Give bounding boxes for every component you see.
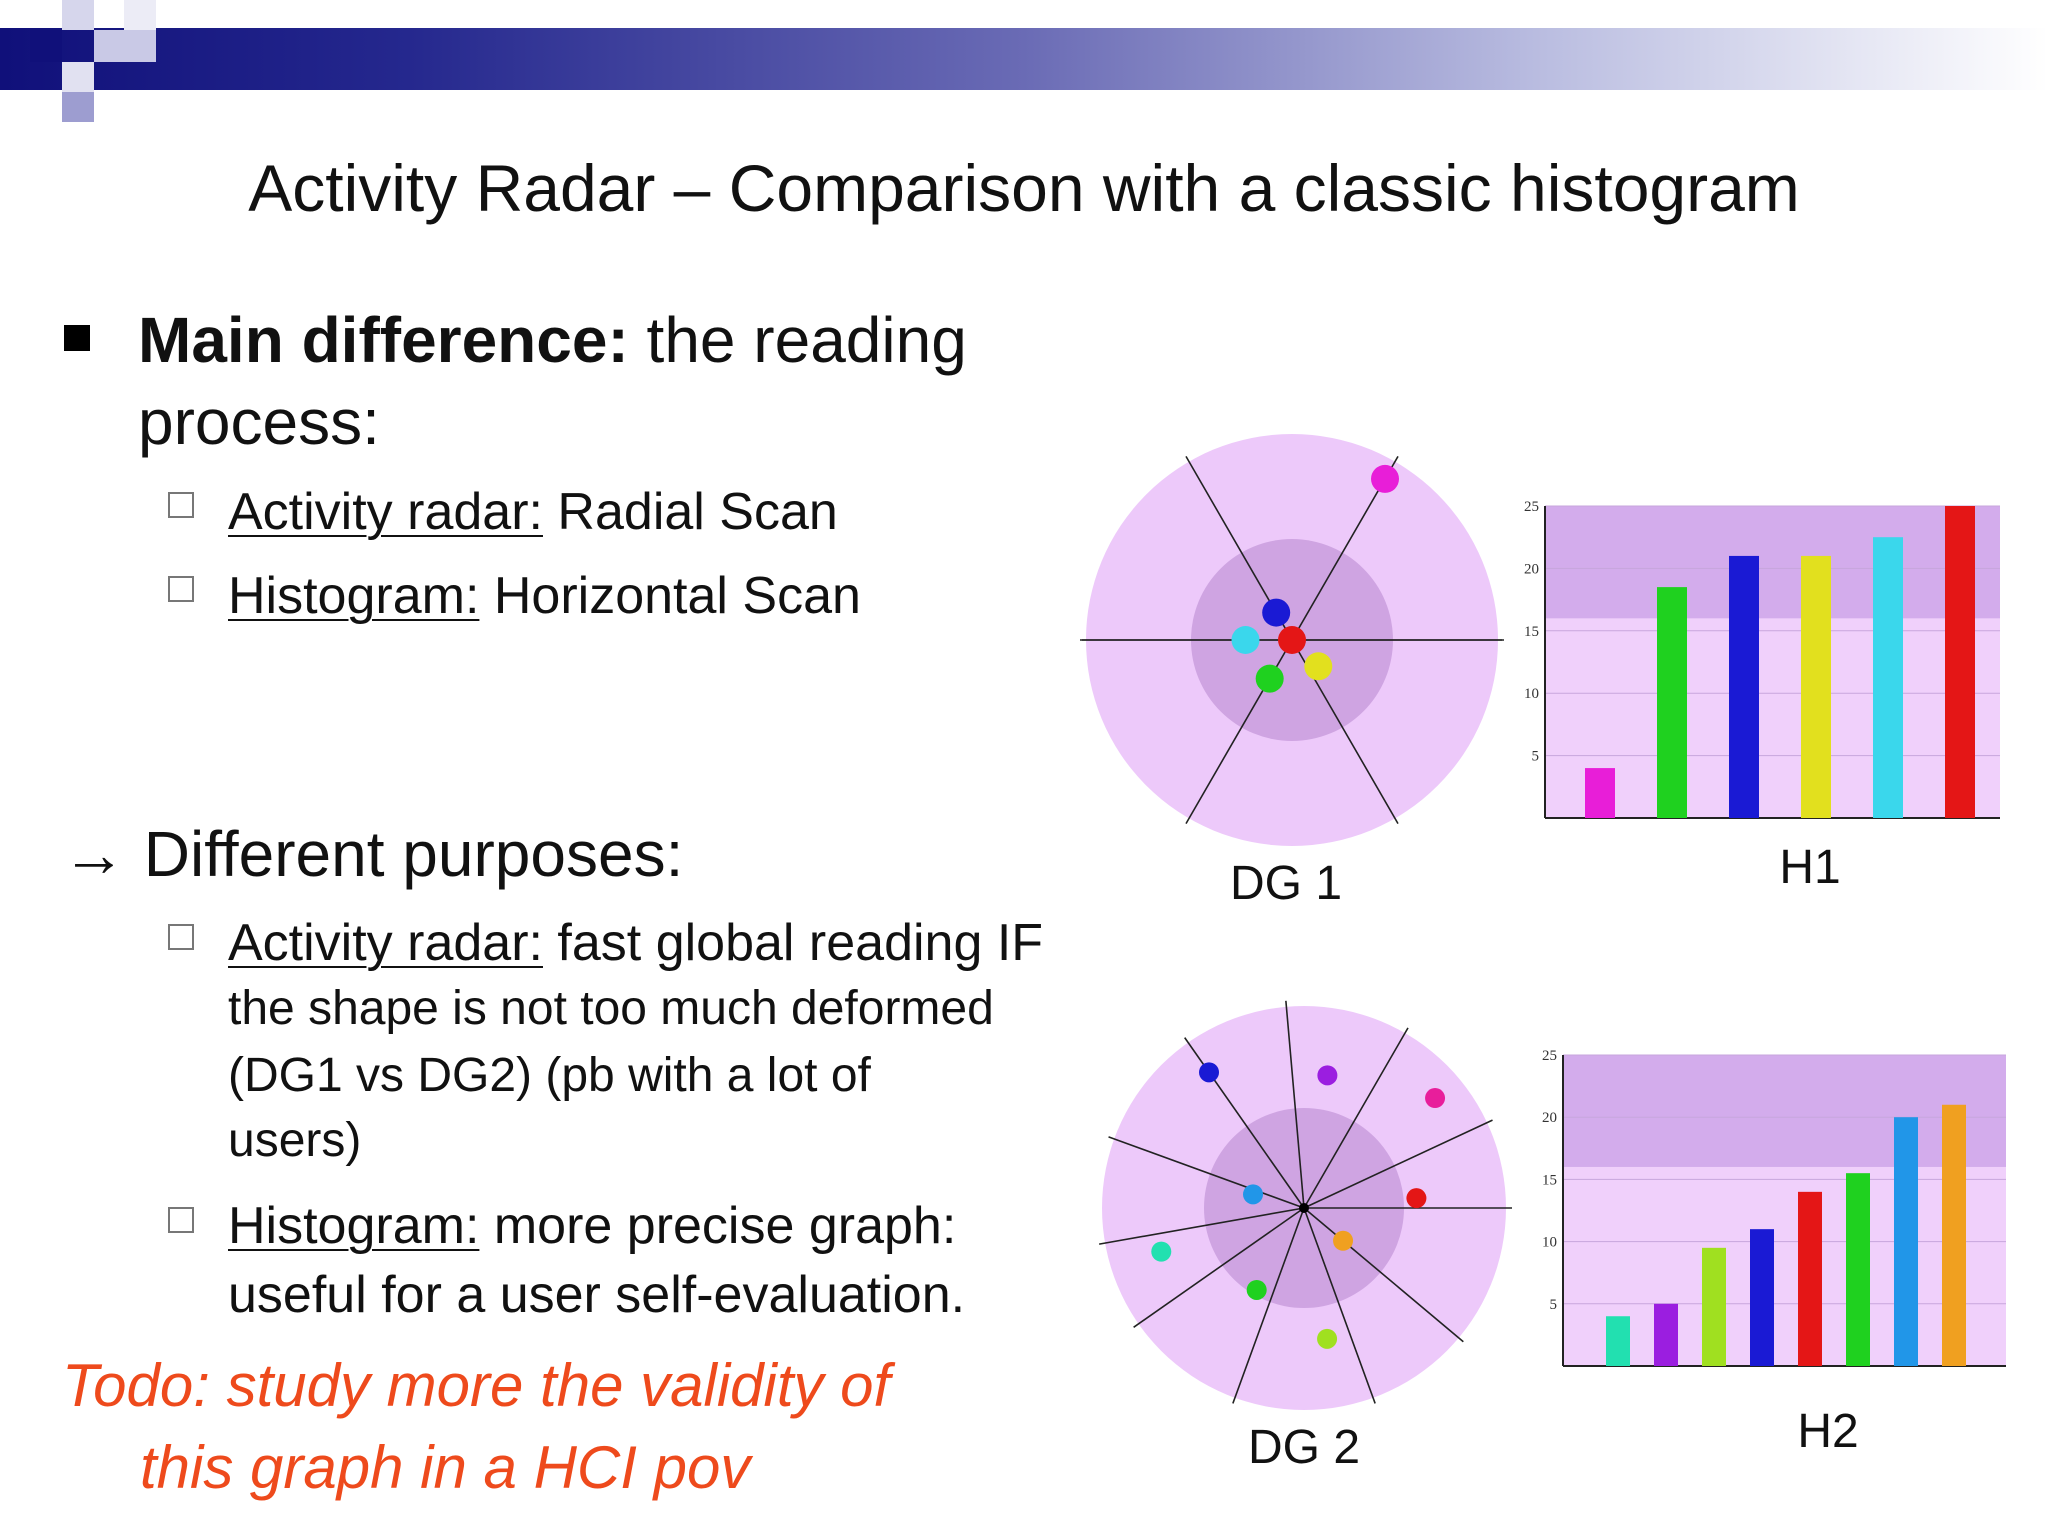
radar-point [1231,626,1260,654]
purpose-item-label: Activity radar: [228,914,543,972]
todo-note: Todo: study more the validity of this gr… [62,1345,890,1509]
radar-point [1317,1328,1338,1349]
scan-item-text: Radial Scan [542,483,838,541]
hollow-bullet-icon [168,924,194,950]
chart-label-h1: H1 [1779,841,1841,894]
radar-point [1199,1062,1220,1083]
y-tick-label: 15 [1542,1172,1557,1188]
header-square-light [62,0,94,30]
radar-point [1243,1184,1264,1205]
histogram-bar [1942,1104,1966,1366]
chart-label-dg1: DG 1 [1229,857,1343,910]
scan-item-label: Histogram: [228,567,480,625]
radar-center-dot [1299,1203,1309,1213]
histogram-bar [1750,1229,1774,1366]
purpose-item-radar-line4: users) [228,1114,362,1167]
y-tick-label: 20 [1542,1110,1557,1126]
radar-axis-line [1133,1207,1305,1328]
radar-point [1371,464,1399,493]
header-band [0,28,2048,90]
histogram-bar [1606,1316,1630,1366]
histogram-band [1563,1055,2006,1167]
page-title: Activity Radar – Comparison with a class… [248,151,1800,225]
purpose-item-radar-line1: Activity radar: fast global reading IF [228,910,1043,976]
radar-point [1425,1088,1446,1109]
histogram-bar [1798,1191,1822,1366]
radar-axis-line [1303,1027,1409,1209]
main-difference-line2: process: [138,386,380,458]
histogram-bar [1846,1173,1870,1366]
radar-point [1406,1188,1427,1209]
histogram-bar [1801,555,1831,818]
purpose-item-radar-line3: (DG1 vs DG2) (pb with a lot of [228,1049,871,1102]
y-tick-label: 10 [1542,1235,1557,1251]
y-tick-label: 15 [1524,624,1539,640]
radar-axis-line [1099,1207,1305,1245]
y-tick-label: 25 [1542,1048,1557,1064]
histogram-bar [1702,1247,1726,1366]
purpose-item-radar-line2: the shape is not too much deformed [228,982,994,1035]
purpose-item-text: fast global reading IF [542,914,1044,972]
header-square-light [94,30,156,62]
purposes-heading: → Different purposes: [62,814,683,894]
purpose-item-histogram-line2: useful for a user self-evaluation. [228,1266,966,1324]
radar-axis-line [1285,1000,1305,1209]
scan-item-text: Horizontal Scan [479,567,861,625]
histogram-bar [1585,768,1615,818]
purposes-heading-text: Different purposes: [143,818,684,890]
histogram-bar [1657,587,1687,818]
y-tick-label: 25 [1524,499,1539,515]
radar-point [1151,1241,1172,1262]
radar-point [1317,1065,1338,1086]
y-tick-label: 20 [1524,561,1539,577]
radar-point [1304,652,1333,681]
purpose-item-histogram-line1: Histogram: more precise graph: [228,1193,956,1259]
main-difference-bold: Main difference: [138,304,629,376]
bullet-square-icon [64,325,90,351]
radar-axis-line [1303,1119,1493,1209]
scan-item-radar: Activity radar: Radial Scan [228,479,838,545]
radar-point [1246,1279,1267,1300]
header-square-light [124,0,156,30]
todo-line1: Todo: study more the validity of [62,1352,891,1419]
histogram-band [1545,506,2000,619]
arrow-icon: → [62,818,126,890]
chart-label-dg2: DG 2 [1247,1421,1361,1474]
hollow-bullet-icon [168,1207,194,1233]
radar-axis-line [1303,1207,1464,1343]
main-difference-rest: the reading [628,304,967,376]
histogram-bar [1894,1117,1918,1366]
radar-point [1262,598,1291,627]
histogram-bar [1873,537,1903,818]
histogram-bar [1945,506,1975,818]
y-tick-label: 10 [1524,686,1539,702]
hollow-bullet-icon [168,576,194,602]
chart-label-h2: H2 [1797,1405,1859,1458]
purpose-item-label: Histogram: [228,1197,480,1255]
header-square-mid [62,92,94,122]
purpose-item-text: more precise graph: [479,1197,957,1255]
radar-axis-line [1303,1207,1376,1404]
main-difference-line: Main difference: the reading [138,300,967,380]
radar-point [1255,664,1284,693]
radar-point [1333,1230,1354,1251]
header-square-dark [30,30,62,62]
todo-line2: this graph in a HCI pov [140,1434,751,1501]
scan-item-histogram: Histogram: Horizontal Scan [228,563,861,629]
scan-item-label: Activity radar: [228,483,543,541]
header-square-light [62,62,94,94]
hollow-bullet-icon [168,492,194,518]
radar-point [1278,626,1306,654]
radar-axis-line [1232,1207,1305,1404]
radar-axis-line [1108,1136,1305,1209]
y-tick-label: 5 [1532,749,1540,765]
y-tick-label: 5 [1550,1297,1558,1313]
histogram-bar [1729,555,1759,818]
histogram-bar [1654,1303,1678,1366]
